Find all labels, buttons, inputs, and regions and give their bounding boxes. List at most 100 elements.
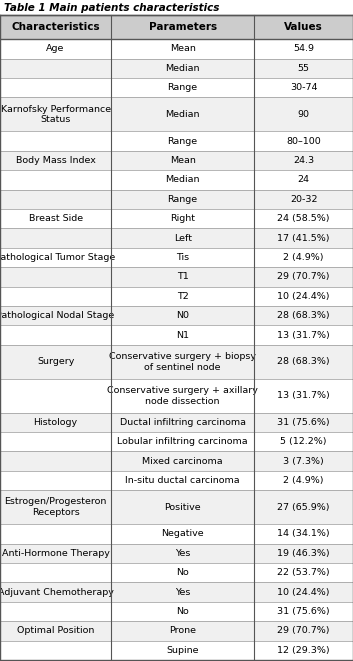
Text: Pathological Nodal Stage: Pathological Nodal Stage xyxy=(0,311,115,320)
Text: Range: Range xyxy=(168,137,198,145)
Text: 28 (68.3%): 28 (68.3%) xyxy=(277,357,330,366)
Text: N1: N1 xyxy=(176,330,189,340)
Text: 10 (24.4%): 10 (24.4%) xyxy=(277,292,330,301)
Text: Mixed carcinoma: Mixed carcinoma xyxy=(142,457,223,465)
Text: Body Mass Index: Body Mass Index xyxy=(16,156,96,165)
Text: 90: 90 xyxy=(298,110,310,119)
Text: 13 (31.7%): 13 (31.7%) xyxy=(277,391,330,400)
Text: 5 (12.2%): 5 (12.2%) xyxy=(280,438,327,446)
Text: 19 (46.3%): 19 (46.3%) xyxy=(277,549,330,558)
Bar xyxy=(0,59,353,78)
Text: 17 (41.5%): 17 (41.5%) xyxy=(277,233,330,243)
Text: 31 (75.6%): 31 (75.6%) xyxy=(277,418,330,427)
Text: 22 (53.7%): 22 (53.7%) xyxy=(277,568,330,577)
Bar xyxy=(0,15,353,39)
Text: 14 (34.1%): 14 (34.1%) xyxy=(277,529,330,539)
Text: 31 (75.6%): 31 (75.6%) xyxy=(277,607,330,616)
Text: Median: Median xyxy=(166,110,200,119)
Bar xyxy=(0,412,353,432)
Text: 24: 24 xyxy=(298,175,310,184)
Bar xyxy=(0,524,353,543)
Text: Breast Side: Breast Side xyxy=(29,214,83,223)
Bar xyxy=(0,78,353,97)
Text: 27 (65.9%): 27 (65.9%) xyxy=(277,503,330,512)
Text: 24 (58.5%): 24 (58.5%) xyxy=(277,214,330,223)
Text: Table 1 Main patients characteristics: Table 1 Main patients characteristics xyxy=(4,3,219,13)
Bar xyxy=(0,190,353,209)
Bar xyxy=(0,151,353,170)
Text: Histology: Histology xyxy=(34,418,78,427)
Text: Right: Right xyxy=(170,214,195,223)
Text: Pathological Tumor Stage: Pathological Tumor Stage xyxy=(0,253,116,262)
Bar xyxy=(0,543,353,563)
Bar xyxy=(0,582,353,602)
Text: N0: N0 xyxy=(176,311,189,320)
Text: In-situ ductal carcinoma: In-situ ductal carcinoma xyxy=(125,476,240,485)
Text: 30-74: 30-74 xyxy=(290,83,317,93)
Bar xyxy=(0,267,353,287)
Bar xyxy=(0,229,353,248)
Text: Age: Age xyxy=(46,44,65,54)
Text: 28 (68.3%): 28 (68.3%) xyxy=(277,311,330,320)
Text: Median: Median xyxy=(166,175,200,184)
Bar xyxy=(0,97,353,132)
Text: Estrogen/Progesteron
Receptors: Estrogen/Progesteron Receptors xyxy=(4,497,107,517)
Text: 20-32: 20-32 xyxy=(290,195,317,204)
Text: Mean: Mean xyxy=(170,44,196,54)
Bar xyxy=(0,287,353,306)
Text: 13 (31.7%): 13 (31.7%) xyxy=(277,330,330,340)
Text: Tis: Tis xyxy=(176,253,189,262)
Text: T2: T2 xyxy=(177,292,189,301)
Text: Median: Median xyxy=(166,64,200,73)
Bar xyxy=(0,490,353,524)
Text: No: No xyxy=(176,568,189,577)
Text: Conservative surgery + axillary
node dissection: Conservative surgery + axillary node dis… xyxy=(107,386,258,406)
Bar xyxy=(0,306,353,325)
Text: Characteristics: Characteristics xyxy=(11,22,100,32)
Text: Range: Range xyxy=(168,83,198,93)
Text: Anti-Hormone Therapy: Anti-Hormone Therapy xyxy=(2,549,109,558)
Bar xyxy=(0,471,353,490)
Text: Negative: Negative xyxy=(161,529,204,539)
Text: Surgery: Surgery xyxy=(37,357,74,366)
Text: 29 (70.7%): 29 (70.7%) xyxy=(277,272,330,282)
Text: 2 (4.9%): 2 (4.9%) xyxy=(283,253,324,262)
Bar xyxy=(0,451,353,471)
Bar xyxy=(0,39,353,59)
Text: Lobular infiltring carcinoma: Lobular infiltring carcinoma xyxy=(117,438,248,446)
Text: Adjuvant Chemotherapy: Adjuvant Chemotherapy xyxy=(0,588,114,597)
Text: Prone: Prone xyxy=(169,627,196,635)
Bar xyxy=(0,170,353,190)
Text: Karnofsky Performance
Status: Karnofsky Performance Status xyxy=(1,104,110,124)
Bar xyxy=(0,132,353,151)
Text: Values: Values xyxy=(284,22,323,32)
Text: 29 (70.7%): 29 (70.7%) xyxy=(277,627,330,635)
Text: 80–100: 80–100 xyxy=(286,137,321,145)
Text: Range: Range xyxy=(168,195,198,204)
Text: Positive: Positive xyxy=(164,503,201,512)
Bar xyxy=(0,602,353,621)
Text: T1: T1 xyxy=(177,272,189,282)
Text: 2 (4.9%): 2 (4.9%) xyxy=(283,476,324,485)
Bar xyxy=(0,345,353,379)
Text: Conservative surgery + biopsy
of sentinel node: Conservative surgery + biopsy of sentine… xyxy=(109,352,256,371)
Bar xyxy=(0,209,353,229)
Bar xyxy=(0,248,353,267)
Text: Ductal infiltring carcinoma: Ductal infiltring carcinoma xyxy=(120,418,246,427)
Text: 3 (7.3%): 3 (7.3%) xyxy=(283,457,324,465)
Text: Left: Left xyxy=(174,233,192,243)
Bar xyxy=(0,621,353,641)
Text: 55: 55 xyxy=(298,64,310,73)
Bar xyxy=(0,641,353,660)
Bar xyxy=(0,379,353,412)
Text: Yes: Yes xyxy=(175,549,190,558)
Text: 54.9: 54.9 xyxy=(293,44,314,54)
Text: 24.3: 24.3 xyxy=(293,156,314,165)
Text: 12 (29.3%): 12 (29.3%) xyxy=(277,646,330,655)
Text: 10 (24.4%): 10 (24.4%) xyxy=(277,588,330,597)
Text: Mean: Mean xyxy=(170,156,196,165)
Text: Yes: Yes xyxy=(175,588,190,597)
Text: Optimal Position: Optimal Position xyxy=(17,627,94,635)
Bar xyxy=(0,563,353,582)
Bar xyxy=(0,325,353,345)
